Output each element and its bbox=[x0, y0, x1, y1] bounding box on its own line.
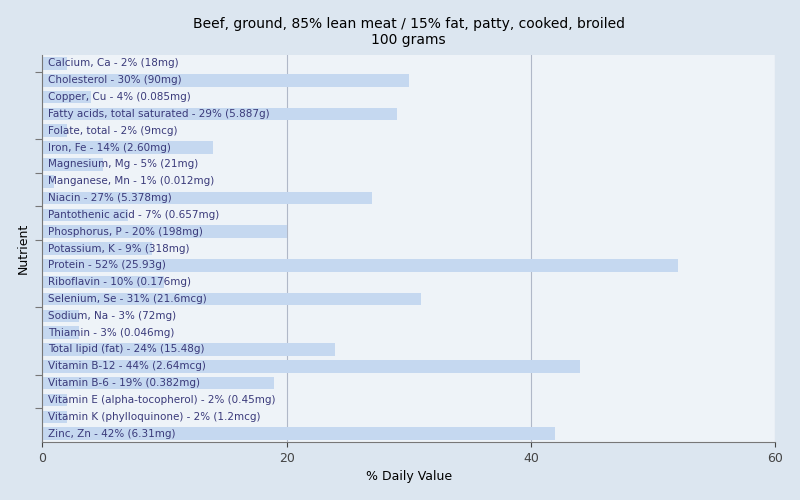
X-axis label: % Daily Value: % Daily Value bbox=[366, 470, 452, 484]
Text: Calcium, Ca - 2% (18mg): Calcium, Ca - 2% (18mg) bbox=[48, 58, 179, 68]
Text: Riboflavin - 10% (0.176mg): Riboflavin - 10% (0.176mg) bbox=[48, 277, 191, 287]
Text: Vitamin B-6 - 19% (0.382mg): Vitamin B-6 - 19% (0.382mg) bbox=[48, 378, 200, 388]
Text: Vitamin K (phylloquinone) - 2% (1.2mcg): Vitamin K (phylloquinone) - 2% (1.2mcg) bbox=[48, 412, 261, 422]
Bar bbox=[42, 326, 79, 339]
Y-axis label: Nutrient: Nutrient bbox=[17, 223, 30, 274]
Bar bbox=[42, 292, 421, 306]
Text: Total lipid (fat) - 24% (15.48g): Total lipid (fat) - 24% (15.48g) bbox=[48, 344, 205, 354]
Bar bbox=[42, 310, 79, 322]
Text: Thiamin - 3% (0.046mg): Thiamin - 3% (0.046mg) bbox=[48, 328, 174, 338]
Bar bbox=[42, 108, 397, 120]
Text: Sodium, Na - 3% (72mg): Sodium, Na - 3% (72mg) bbox=[48, 311, 177, 321]
Title: Beef, ground, 85% lean meat / 15% fat, patty, cooked, broiled
100 grams: Beef, ground, 85% lean meat / 15% fat, p… bbox=[193, 16, 625, 47]
Bar bbox=[42, 410, 66, 423]
Bar bbox=[42, 141, 214, 154]
Bar bbox=[42, 74, 409, 86]
Text: Zinc, Zn - 42% (6.31mg): Zinc, Zn - 42% (6.31mg) bbox=[48, 428, 176, 438]
Bar bbox=[42, 208, 128, 221]
Bar bbox=[42, 192, 372, 204]
Bar bbox=[42, 428, 555, 440]
Text: Vitamin B-12 - 44% (2.64mcg): Vitamin B-12 - 44% (2.64mcg) bbox=[48, 362, 206, 372]
Bar bbox=[42, 259, 678, 272]
Text: Potassium, K - 9% (318mg): Potassium, K - 9% (318mg) bbox=[48, 244, 190, 254]
Bar bbox=[42, 242, 152, 255]
Bar bbox=[42, 343, 335, 356]
Text: Copper, Cu - 4% (0.085mg): Copper, Cu - 4% (0.085mg) bbox=[48, 92, 191, 102]
Bar bbox=[42, 360, 580, 372]
Bar bbox=[42, 377, 274, 390]
Bar bbox=[42, 175, 54, 188]
Bar bbox=[42, 158, 103, 170]
Text: Selenium, Se - 31% (21.6mcg): Selenium, Se - 31% (21.6mcg) bbox=[48, 294, 207, 304]
Text: Cholesterol - 30% (90mg): Cholesterol - 30% (90mg) bbox=[48, 75, 182, 85]
Text: Fatty acids, total saturated - 29% (5.887g): Fatty acids, total saturated - 29% (5.88… bbox=[48, 109, 270, 119]
Text: Vitamin E (alpha-tocopherol) - 2% (0.45mg): Vitamin E (alpha-tocopherol) - 2% (0.45m… bbox=[48, 395, 276, 405]
Bar bbox=[42, 276, 164, 288]
Bar bbox=[42, 124, 66, 137]
Text: Niacin - 27% (5.378mg): Niacin - 27% (5.378mg) bbox=[48, 193, 172, 203]
Bar bbox=[42, 90, 91, 104]
Text: Phosphorus, P - 20% (198mg): Phosphorus, P - 20% (198mg) bbox=[48, 226, 203, 236]
Text: Iron, Fe - 14% (2.60mg): Iron, Fe - 14% (2.60mg) bbox=[48, 142, 171, 152]
Text: Magnesium, Mg - 5% (21mg): Magnesium, Mg - 5% (21mg) bbox=[48, 160, 198, 170]
Bar bbox=[42, 394, 66, 406]
Bar bbox=[42, 57, 66, 70]
Text: Folate, total - 2% (9mcg): Folate, total - 2% (9mcg) bbox=[48, 126, 178, 136]
Text: Pantothenic acid - 7% (0.657mg): Pantothenic acid - 7% (0.657mg) bbox=[48, 210, 219, 220]
Text: Manganese, Mn - 1% (0.012mg): Manganese, Mn - 1% (0.012mg) bbox=[48, 176, 214, 186]
Bar bbox=[42, 226, 286, 238]
Text: Protein - 52% (25.93g): Protein - 52% (25.93g) bbox=[48, 260, 166, 270]
